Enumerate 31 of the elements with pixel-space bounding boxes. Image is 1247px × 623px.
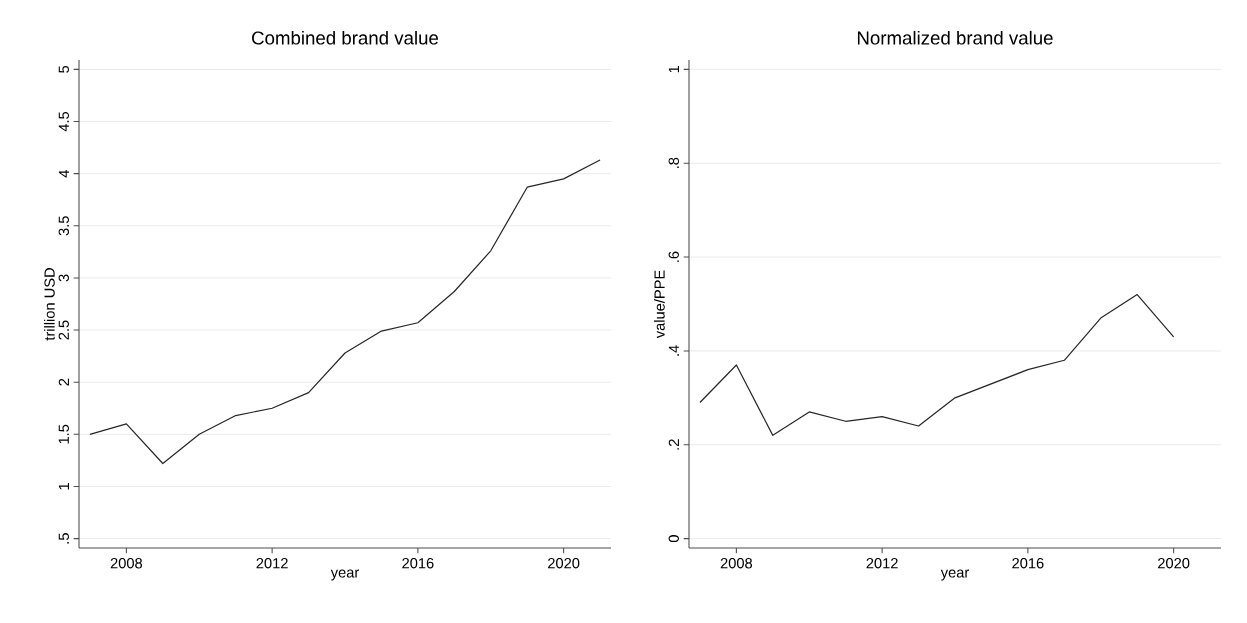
y-tick-label: .6 [668, 251, 679, 262]
y-axis-title: trillion USD [43, 268, 55, 341]
x-tick-label: 2012 [256, 558, 288, 569]
y-axis-title: value/PPE [653, 270, 665, 339]
x-axis-title: year [940, 569, 970, 581]
x-tick-label: 2012 [866, 558, 898, 569]
y-tick-label: .8 [668, 157, 679, 168]
y-tick-label: 1 [668, 66, 679, 73]
y-tick-label: 3 [58, 274, 69, 282]
x-tick-label: 2020 [548, 558, 580, 569]
x-tick-label: 2016 [402, 558, 434, 569]
chart-title: Normalized brand value [857, 30, 1053, 45]
y-tick-label: 5 [58, 65, 69, 73]
y-tick-label: 2 [58, 378, 69, 386]
y-tick-label: .4 [668, 345, 679, 356]
chart-title: Combined brand value [252, 30, 439, 45]
y-tick-label: 0 [668, 535, 679, 543]
y-tick-label: 4 [58, 170, 69, 178]
line-series [89, 159, 601, 465]
y-tick-label: .2 [668, 439, 679, 450]
y-tick-label: 1.5 [58, 424, 69, 444]
y-tick-label: 1 [58, 483, 69, 490]
y-tick-label: 4.5 [58, 111, 69, 132]
x-tick-label: 2008 [720, 558, 753, 569]
y-tick-label: 2.5 [58, 320, 69, 340]
y-tick-label: .5 [58, 533, 69, 544]
x-tick-label: 2016 [1012, 558, 1044, 569]
x-tick-label: 2008 [110, 558, 143, 569]
x-axis-title: year [330, 569, 360, 581]
x-tick-label: 2020 [1158, 558, 1190, 569]
y-tick-label: 3.5 [58, 216, 69, 236]
